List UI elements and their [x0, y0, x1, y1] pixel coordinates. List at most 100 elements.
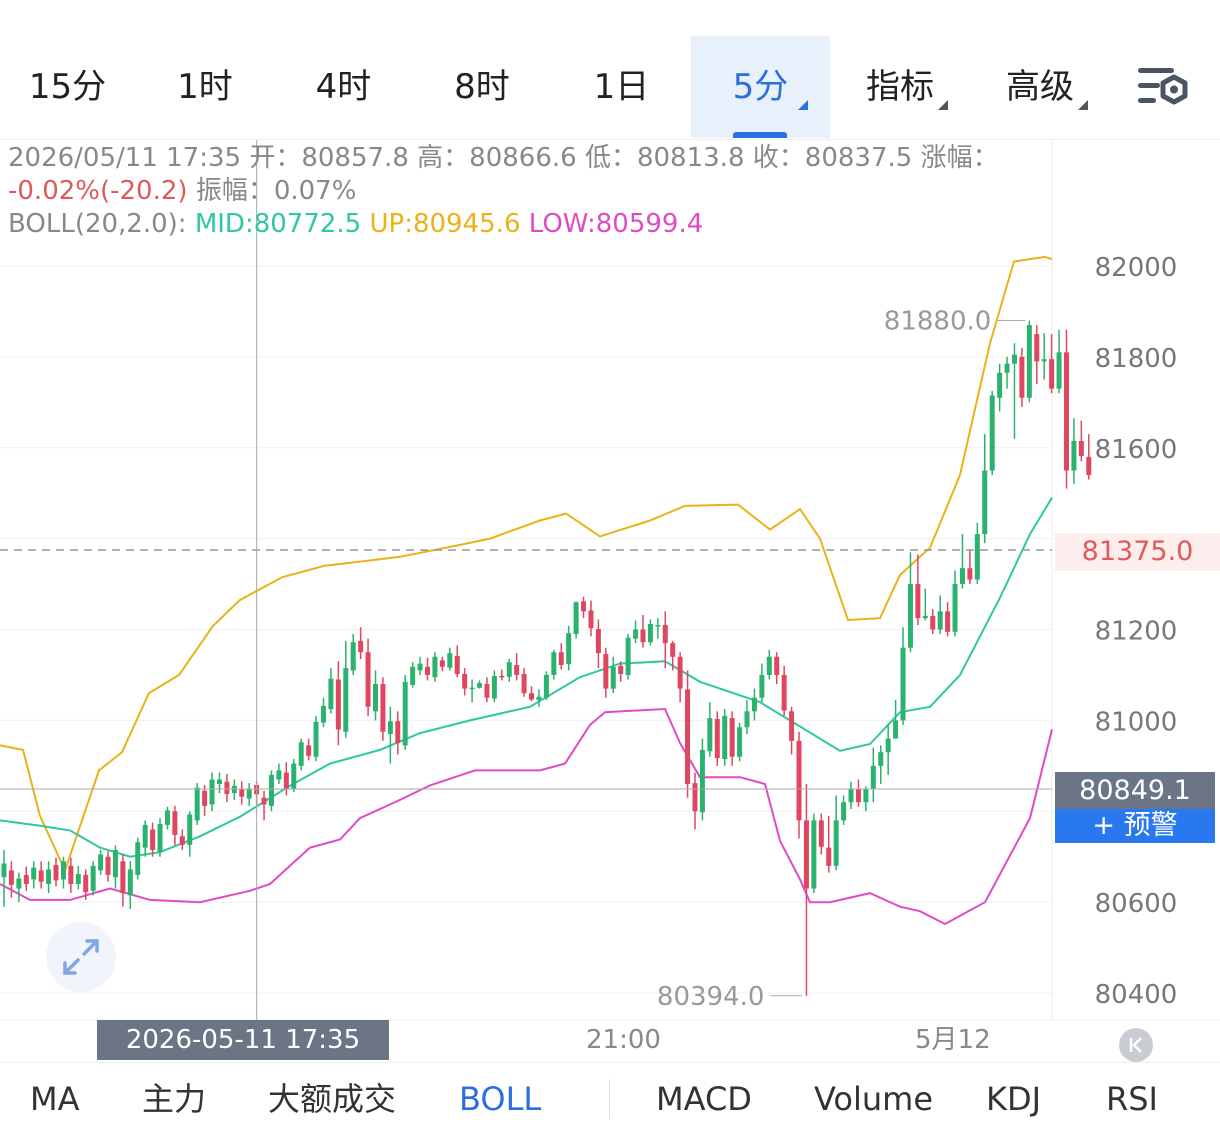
timeframe-bar: 15分 1时 4时 8时 1日 5分 指标 高级 [0, 36, 1220, 140]
info-open: 80857.8 [301, 143, 409, 173]
candle-body [789, 711, 795, 741]
timeframe-1d[interactable]: 1日 [552, 36, 691, 138]
candle-body [618, 665, 624, 675]
indicator-tab-main-force[interactable]: 主力 [142, 1080, 207, 1118]
timeframe-label: 15分 [28, 67, 107, 107]
candle-body [239, 788, 245, 797]
timeframe-4h[interactable]: 4时 [275, 36, 412, 138]
indicator-tab-volume[interactable]: Volume [814, 1080, 934, 1118]
info-low: 80813.8 [636, 143, 745, 173]
info-change-label: 涨幅： [920, 143, 999, 173]
indicator-dropdown[interactable]: 指标 [830, 36, 970, 138]
y-tick-label: 81800 [1095, 344, 1178, 374]
candle-body [46, 869, 52, 884]
candle-body [818, 820, 824, 847]
candle-body [38, 870, 44, 882]
candle-body [135, 842, 141, 875]
candle-body [551, 652, 557, 675]
candle-body [536, 696, 542, 700]
candle-body [670, 643, 676, 657]
x-tick-label: 5月12 [915, 1025, 991, 1055]
candle-body [276, 770, 282, 780]
candle-body [343, 668, 349, 732]
candle-body [692, 783, 698, 812]
candle-body [729, 718, 735, 757]
high-marker-label: 81880.0 [884, 307, 992, 337]
candle-body [744, 711, 750, 728]
timeframe-label: 1时 [177, 67, 233, 107]
candle-body [268, 774, 274, 806]
candle-body [595, 629, 601, 654]
boll-low-value: LOW:80599.4 [528, 209, 704, 239]
advanced-dropdown[interactable]: 高级 [970, 36, 1110, 138]
candle-body [373, 684, 378, 712]
timeframe-5m[interactable]: 5分 [691, 36, 830, 138]
candle-body [410, 666, 416, 685]
candle-body [306, 745, 312, 756]
candle-body [945, 611, 951, 632]
indicator-tab-ma[interactable]: MA [30, 1080, 80, 1118]
y-tick-label: 81600 [1095, 435, 1178, 465]
y-tick-label: 81000 [1095, 707, 1178, 737]
candle-body [581, 601, 587, 612]
candle-body [105, 856, 111, 875]
crosshair-time-label: 2026-05-11 17:35 [97, 1020, 389, 1060]
info-close: 80837.5 [804, 143, 913, 173]
candle-body [647, 624, 653, 643]
candle-body [833, 820, 839, 866]
candle-body [1026, 325, 1032, 398]
candle-body [164, 810, 170, 825]
candle-body [202, 790, 208, 806]
indicator-tab-rsi[interactable]: RSI [1106, 1080, 1158, 1118]
candle-body [737, 727, 743, 757]
candle-body [1, 863, 7, 878]
info-line-2: -0.02%(-20.2) 振幅：0.07% [8, 175, 999, 208]
indicator-tab-large-trades[interactable]: 大额成交 [268, 1080, 397, 1118]
dropdown-triangle-icon [798, 100, 808, 110]
candle-body [53, 864, 59, 881]
candle-body [402, 681, 408, 746]
price-alert-button[interactable]: + 预警 [1055, 809, 1215, 843]
candle-body [447, 653, 453, 668]
info-high-label: 高： [417, 143, 470, 173]
candle-body [358, 640, 364, 653]
timeframe-8h[interactable]: 8时 [412, 36, 552, 138]
candle-body [454, 655, 460, 675]
candle-body [915, 584, 921, 619]
candle-body [112, 849, 118, 878]
candle-body [900, 647, 906, 721]
time-axis: 2026-05-11 17:35 21:00 5月12 [0, 1020, 1220, 1060]
timeframe-1h[interactable]: 1时 [135, 36, 275, 138]
top-separator [0, 139, 1220, 140]
candle-body [848, 788, 854, 803]
indicator-tab-kdj[interactable]: KDJ [986, 1080, 1042, 1118]
chart-settings-icon[interactable] [1132, 64, 1192, 114]
candle-body [826, 847, 832, 866]
candle-body [150, 829, 156, 850]
active-tab-indicator [733, 132, 787, 138]
candle-body [989, 395, 995, 471]
candle-body [194, 787, 200, 821]
indicator-divider [609, 1079, 610, 1119]
scroll-to-latest-button[interactable] [1119, 1028, 1153, 1062]
info-open-label: 开： [249, 143, 302, 173]
candle-body [841, 802, 847, 821]
timeframe-15m[interactable]: 15分 [0, 36, 135, 138]
candle-body [157, 824, 163, 853]
candle-body [224, 781, 230, 795]
indicator-tab-boll[interactable]: BOLL [459, 1080, 542, 1118]
indicator-tab-macd[interactable]: MACD [656, 1080, 752, 1118]
candle-body [952, 584, 958, 632]
candle-body [796, 740, 802, 821]
candle-body [685, 689, 691, 785]
candle-body [98, 854, 104, 871]
boll-upper-line [0, 255, 1053, 874]
candle-body [68, 865, 74, 884]
candle-body [662, 624, 668, 644]
candle-body [1056, 352, 1062, 389]
timeframe-label: 5分 [732, 67, 789, 107]
info-line-1: 2026/05/11 17:35 开：80857.8 高：80866.6 低：8… [8, 142, 999, 175]
fullscreen-button[interactable] [46, 922, 116, 992]
dropdown-triangle-icon [1078, 100, 1088, 110]
